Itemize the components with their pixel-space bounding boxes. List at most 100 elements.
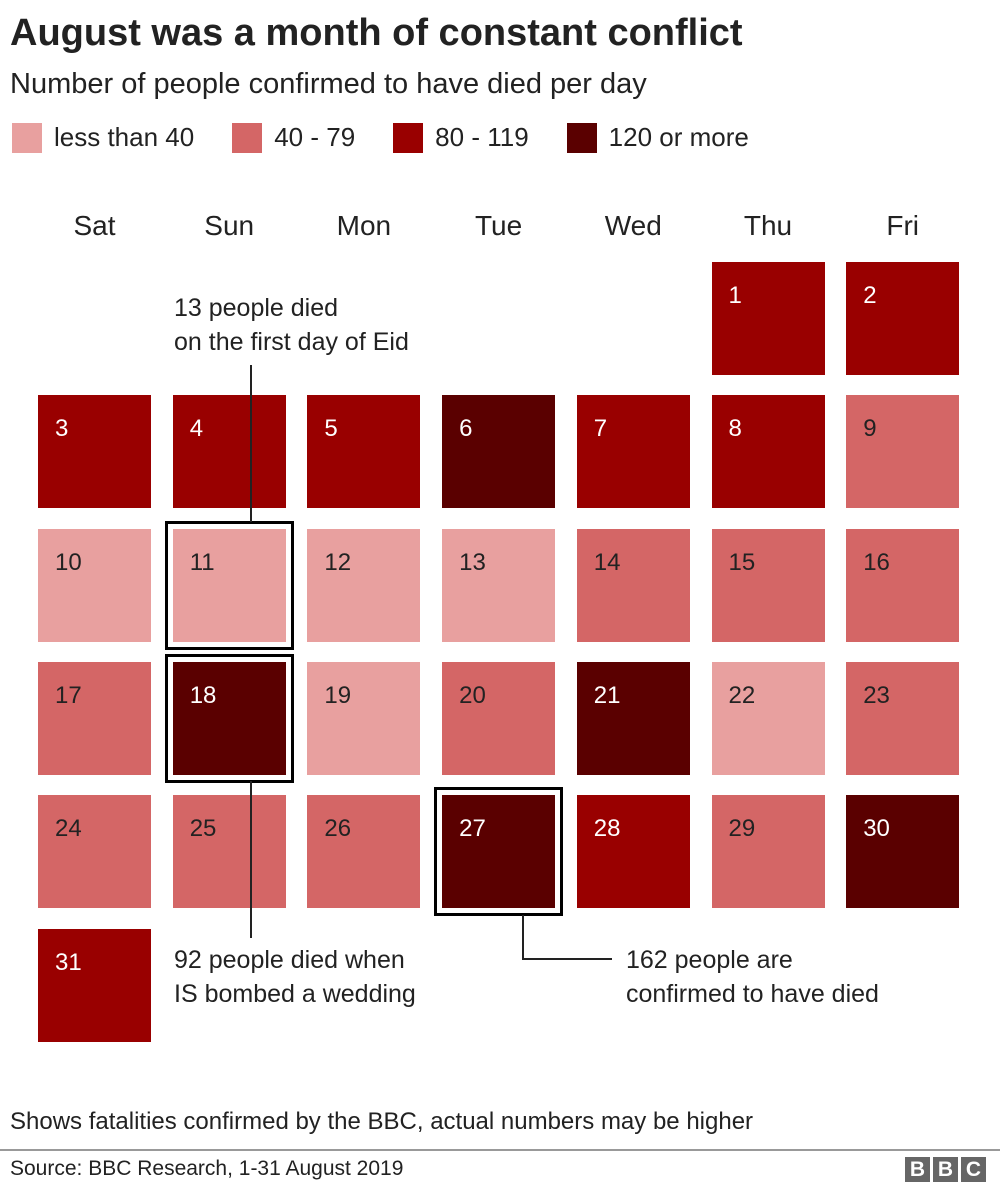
day-cell: 3 xyxy=(38,395,151,509)
day-cell: 4 xyxy=(172,395,286,509)
day-cell: 17 xyxy=(38,661,151,775)
day-cell: 14 xyxy=(576,528,690,642)
legend-item: 120 or more xyxy=(566,122,749,153)
day-number: 29 xyxy=(728,815,756,843)
legend: less than 40 40 - 79 80 - 119 120 or mor… xyxy=(12,122,787,153)
legend-label: 80 - 119 xyxy=(435,122,529,152)
day-cell: 1 xyxy=(711,262,825,375)
annotation-text: on the first day of Eid xyxy=(174,328,409,356)
logo-block: C xyxy=(961,1157,986,1182)
day-cell: 10 xyxy=(38,528,151,642)
day-number: 12 xyxy=(324,548,352,576)
annotation-line xyxy=(522,958,612,960)
annotation-eid: 13 people died on the first day of Eid xyxy=(174,291,409,359)
day-cell: 28 xyxy=(576,795,690,909)
chart-subtitle: Number of people confirmed to have died … xyxy=(10,68,647,100)
annotation-text: 162 people are xyxy=(626,946,793,974)
day-number: 31 xyxy=(55,948,82,976)
day-number: 17 xyxy=(55,681,82,709)
day-cell: 9 xyxy=(846,395,960,509)
legend-item: 80 - 119 xyxy=(393,122,529,153)
annotation-162: 162 people are confirmed to have died xyxy=(626,943,879,1011)
day-cell: 22 xyxy=(711,661,825,775)
highlight-box xyxy=(434,787,564,917)
day-number: 23 xyxy=(863,681,890,709)
bbc-logo: B B C xyxy=(905,1157,986,1182)
day-number: 2 xyxy=(863,282,877,309)
day-cell: 26 xyxy=(307,795,421,909)
day-number: 7 xyxy=(593,415,608,443)
day-cell: 29 xyxy=(711,795,825,909)
day-cell: 7 xyxy=(576,395,690,509)
day-number: 4 xyxy=(189,415,204,443)
logo-block: B xyxy=(905,1157,930,1182)
day-number: 16 xyxy=(863,548,890,576)
day-cell: 6 xyxy=(442,395,556,509)
legend-swatch xyxy=(393,122,424,153)
day-cell: 2 xyxy=(846,262,960,375)
legend-swatch xyxy=(12,122,42,153)
legend-label: less than 40 xyxy=(54,122,195,152)
weekday-label-fri: Fri xyxy=(886,210,920,241)
weekday-label-mon: Mon xyxy=(336,210,392,241)
chart-title: August was a month of constant conflict xyxy=(10,12,743,54)
day-number: 8 xyxy=(728,415,742,443)
day-cell: 13 xyxy=(442,528,556,642)
annotation-text: 92 people died when xyxy=(174,946,405,974)
day-number: 30 xyxy=(863,815,890,843)
legend-item: 40 - 79 xyxy=(232,122,355,153)
weekday-label-tue: Tue xyxy=(474,210,523,241)
day-cell: 19 xyxy=(307,661,421,775)
day-number: 13 xyxy=(459,548,486,576)
annotation-text: 13 people died xyxy=(174,294,339,322)
annotation-text: confirmed to have died xyxy=(626,980,879,1008)
highlight-box xyxy=(164,520,294,650)
day-number: 6 xyxy=(459,415,473,443)
day-cell: 30 xyxy=(846,795,960,909)
weekday-label-wed: Wed xyxy=(604,210,662,241)
day-number: 18 xyxy=(189,681,217,709)
day-number: 24 xyxy=(55,815,82,843)
day-cell: 15 xyxy=(711,528,825,642)
legend-item: less than 40 xyxy=(12,122,194,153)
annotation-line xyxy=(522,915,524,960)
day-number: 10 xyxy=(55,548,82,576)
legend-label: 40 - 79 xyxy=(274,122,356,152)
day-number: 14 xyxy=(593,548,621,576)
highlight-box xyxy=(164,653,294,783)
weekday-label-thu: Thu xyxy=(743,210,793,241)
annotation-line xyxy=(250,781,252,938)
legend-swatch xyxy=(232,122,263,153)
day-number: 1 xyxy=(728,282,742,309)
day-cell: 20 xyxy=(442,661,556,775)
legend-label: 120 or more xyxy=(608,122,749,152)
divider xyxy=(0,1149,1000,1151)
day-number: 19 xyxy=(324,681,352,709)
day-cell: 18 xyxy=(172,661,286,775)
day-number: 11 xyxy=(189,548,215,576)
day-cell: 24 xyxy=(38,795,151,909)
day-number: 3 xyxy=(55,415,69,443)
day-cell: 8 xyxy=(711,395,825,509)
day-number: 5 xyxy=(324,415,338,443)
weekday-label-sun: Sun xyxy=(204,210,255,241)
annotation-text: IS bombed a wedding xyxy=(174,980,416,1008)
day-number: 21 xyxy=(593,681,621,709)
annotation-wedding: 92 people died when IS bombed a wedding xyxy=(174,943,416,1011)
day-cell: 16 xyxy=(846,528,960,642)
day-number: 22 xyxy=(728,681,756,709)
logo-block: B xyxy=(933,1157,958,1182)
day-cell: 21 xyxy=(576,661,690,775)
annotation-line xyxy=(250,365,252,522)
weekday-label-sat: Sat xyxy=(73,210,116,241)
day-number: 9 xyxy=(863,415,877,443)
day-cell: 11 xyxy=(172,528,286,642)
day-cell: 23 xyxy=(846,661,960,775)
day-cell: 25 xyxy=(172,795,286,909)
day-number: 26 xyxy=(324,815,352,843)
day-number: 15 xyxy=(728,548,756,576)
day-number: 25 xyxy=(189,815,217,843)
day-cell: 12 xyxy=(307,528,421,642)
day-cell: 27 xyxy=(442,795,556,909)
day-number: 20 xyxy=(459,681,486,709)
